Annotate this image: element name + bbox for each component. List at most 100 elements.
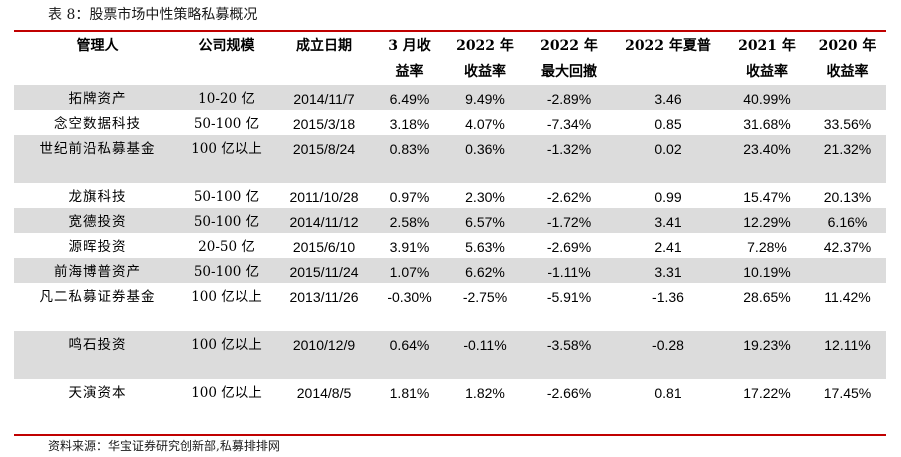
table-cell: 42.37% — [823, 239, 872, 255]
table-cell: 6.16% — [809, 208, 886, 233]
table-cell: -2.66% — [546, 385, 592, 401]
col-header-2022-return: 2022 年收益率 — [456, 38, 514, 80]
table-cell: 3.18% — [389, 116, 430, 132]
table-cell: 0.85 — [654, 116, 682, 132]
table-row: 拓牌资产 10-20 亿 2014/11/7 6.49% 9.49% -2.89% 3.46… — [14, 85, 886, 110]
col-header-2020-return: 2020 年收益率 — [818, 38, 877, 80]
col-header-2022-sharpe: 2022 年夏普 — [625, 38, 711, 54]
table-cell: 6.49% — [376, 85, 443, 110]
table-cell: 100 亿以上 — [191, 289, 262, 305]
header-row: 管理人 公司规模 成立日期 3 月收 益率 2022 年收益率 2022 年最大回… — [14, 32, 886, 85]
table-cell: 9.49% — [443, 85, 527, 110]
source-note: 资料来源：华宝证券研究创新部,私募排排网 — [48, 439, 280, 453]
table-cell: 宽德投资 — [14, 208, 181, 233]
table-cell: -3.58% — [527, 331, 611, 379]
table-cell: -2.89% — [527, 85, 611, 110]
table-cell: 50-100 亿 — [181, 258, 272, 283]
table-cell: 0.81 — [654, 385, 682, 401]
table-cell: -2.69% — [546, 239, 592, 255]
table-cell: 100 亿以上 — [181, 331, 272, 379]
col-header-founded: 成立日期 — [296, 38, 352, 54]
table-cell: 0.97% — [389, 189, 430, 205]
table-cell: 20.13% — [823, 189, 872, 205]
table-cell: 6.57% — [443, 208, 527, 233]
table-row: 宽德投资 50-100 亿 2014/11/12 2.58% 6.57% -1.72% 3.… — [14, 208, 886, 233]
table-cell: 7.28% — [747, 239, 787, 255]
table-cell: 4.07% — [465, 116, 505, 132]
table-cell: -0.11% — [443, 331, 527, 379]
table-cell: 17.45% — [823, 385, 872, 401]
table-cell: 21.32% — [809, 135, 886, 183]
table-cell: 23.40% — [725, 135, 809, 183]
table-cell — [809, 258, 886, 283]
table-cell: -0.28 — [611, 331, 725, 379]
col-header-2022-drawdown: 2022 年最大回撤 — [540, 38, 598, 80]
table-cell: 2014/11/12 — [272, 208, 376, 233]
table-cell: -0.30% — [387, 289, 432, 305]
table-cell: -1.72% — [527, 208, 611, 233]
table-cell: -2.75% — [462, 289, 508, 305]
table-cell: 1.81% — [389, 385, 430, 401]
table-cell: 6.62% — [443, 258, 527, 283]
col-header-2021-return: 2021 年收益率 — [738, 38, 796, 80]
table-cell: 100 亿以上 — [191, 385, 262, 401]
table-row: 前海博普资产 50-100 亿 2015/11/24 1.07% 6.62% -1.11%… — [14, 258, 886, 283]
table-cell — [809, 85, 886, 110]
table-row: 世纪前沿私募基金 100 亿以上 2015/8/24 0.83% 0.36% -1.32%… — [14, 135, 886, 183]
table-cell: 世纪前沿私募基金 — [14, 135, 181, 183]
table-cell: 2015/6/10 — [292, 239, 356, 255]
table-cell: 10.19% — [725, 258, 809, 283]
table-cell: 2014/11/7 — [272, 85, 376, 110]
table-cell: 龙旗科技 — [68, 189, 127, 205]
col-header-march-return: 3 月收 益率 — [388, 38, 431, 80]
table-cell: -7.34% — [546, 116, 592, 132]
col-header-manager: 管理人 — [76, 38, 119, 54]
table-cell: 20-50 亿 — [198, 239, 255, 255]
table-cell: 2.30% — [465, 189, 505, 205]
table-row: 天演资本 100 亿以上 2014/8/5 1.81% 1.82% -2.66% 0.81 1… — [14, 379, 886, 427]
table-cell: 3.91% — [389, 239, 430, 255]
table-cell: 5.63% — [465, 239, 505, 255]
table-cell: 0.64% — [376, 331, 443, 379]
table-cell: 0.83% — [376, 135, 443, 183]
table-cell: 12.11% — [809, 331, 886, 379]
table-cell: -1.36 — [652, 289, 684, 305]
table-cell: 10-20 亿 — [181, 85, 272, 110]
table-cell: 2010/12/9 — [272, 331, 376, 379]
table-cell: 1.07% — [376, 258, 443, 283]
table-cell: 17.22% — [743, 385, 791, 401]
table-cell: 鸣石投资 — [14, 331, 181, 379]
table-cell: 2.58% — [376, 208, 443, 233]
table-cell: 2015/3/18 — [292, 116, 356, 132]
table-cell: 2014/8/5 — [296, 385, 352, 401]
table-row: 念空数据科技 50-100 亿 2015/3/18 3.18% 4.07% -7.34% 0… — [14, 110, 886, 135]
table-cell: 1.82% — [465, 385, 505, 401]
table-cell: 3.41 — [611, 208, 725, 233]
table-cell: 15.47% — [743, 189, 791, 205]
table-row: 源晖投资 20-50 亿 2015/6/10 3.91% 5.63% -2.69% 2.41… — [14, 233, 886, 258]
table-cell: 3.46 — [611, 85, 725, 110]
strategy-table: 管理人 公司规模 成立日期 3 月收 益率 2022 年收益率 2022 年最大回… — [14, 32, 886, 427]
table-cell: 2015/11/24 — [272, 258, 376, 283]
table-cell: -1.32% — [527, 135, 611, 183]
table-cell: 2013/11/26 — [289, 289, 359, 305]
table-cell: 凡二私募证券基金 — [39, 289, 156, 305]
table-cell: 100 亿以上 — [181, 135, 272, 183]
top-rule — [14, 30, 886, 32]
table-cell: 前海博普资产 — [14, 258, 181, 283]
table-cell: 念空数据科技 — [54, 116, 141, 132]
table-cell: -2.62% — [546, 189, 592, 205]
table-cell: 31.68% — [743, 116, 791, 132]
table-cell: -5.91% — [546, 289, 592, 305]
table-cell: 50-100 亿 — [181, 208, 272, 233]
table-cell: 12.29% — [725, 208, 809, 233]
table-row: 龙旗科技 50-100 亿 2011/10/28 0.97% 2.30% -2.62% 0.… — [14, 183, 886, 208]
table-row: 鸣石投资 100 亿以上 2010/12/9 0.64% -0.11% -3.58% -0.… — [14, 331, 886, 379]
table-cell: 50-100 亿 — [193, 116, 260, 132]
table-cell: 源晖投资 — [68, 239, 127, 255]
table-cell: 50-100 亿 — [193, 189, 260, 205]
table-row: 凡二私募证券基金 100 亿以上 2013/11/26 -0.30% -2.75% -5.… — [14, 283, 886, 331]
table-cell: 2.41 — [654, 239, 682, 255]
table-cell: 拓牌资产 — [14, 85, 181, 110]
table-cell: -1.11% — [527, 258, 611, 283]
